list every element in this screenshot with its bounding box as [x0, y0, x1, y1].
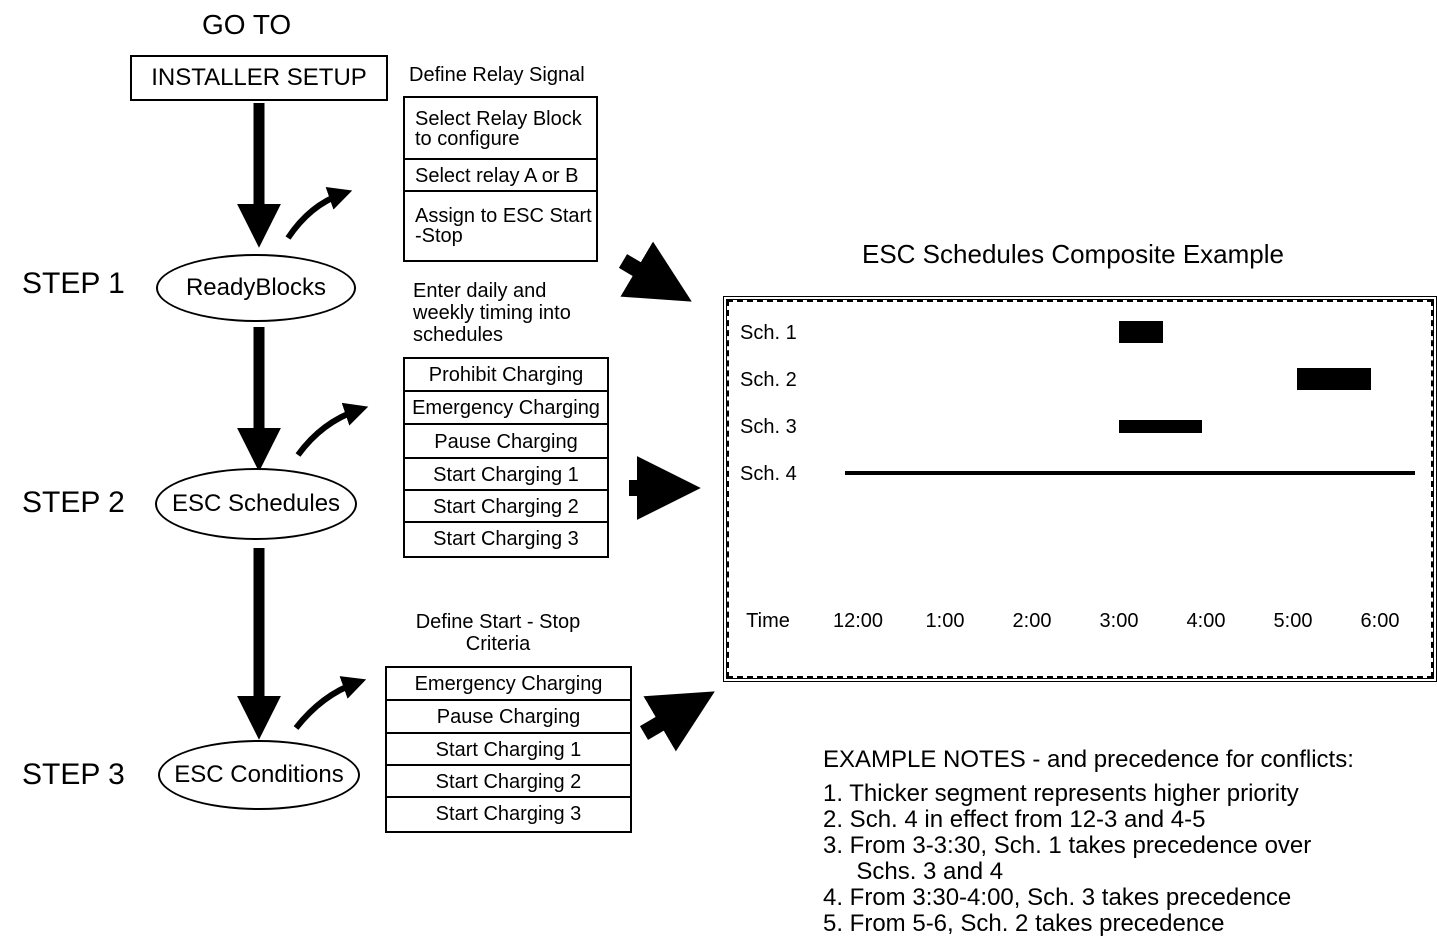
- schedules-heading: Enter daily and weekly timing into sched…: [413, 280, 571, 346]
- node-esc-schedules: ESC Schedules: [155, 468, 357, 540]
- step-2-label: STEP 2: [22, 486, 125, 519]
- schedule-item: Prohibit Charging: [428, 364, 584, 386]
- x-tick-label: 1:00: [925, 610, 965, 632]
- installer-setup-label: INSTALLER SETUP: [151, 64, 367, 91]
- node-esc-conditions-label: ESC Conditions: [174, 761, 344, 788]
- relay-item-select-block: Select Relay Block to configure: [415, 108, 582, 150]
- x-tick-label: 3:00: [1099, 610, 1139, 632]
- schedule-item: Start Charging 2: [405, 489, 607, 523]
- node-readyblocks-label: ReadyBlocks: [185, 274, 327, 301]
- criteria-list-box: Emergency Charging Pause Charging Start …: [385, 666, 632, 833]
- node-esc-conditions: ESC Conditions: [158, 740, 360, 810]
- notes-heading: EXAMPLE NOTES - and precedence for confl…: [823, 746, 1354, 773]
- x-tick-label: 5:00: [1273, 610, 1313, 632]
- chart-title: ESC Schedules Composite Example: [862, 239, 1284, 269]
- note-item: 4. From 3:30-4:00, Sch. 3 takes preceden…: [823, 884, 1292, 911]
- relay-item-assign: Assign to ESC Start -Stop: [405, 190, 596, 260]
- x-tick-label: 12:00: [832, 610, 884, 632]
- criteria-item: Start Charging 1: [387, 732, 630, 766]
- criteria-item: Pause Charging: [387, 699, 630, 734]
- goto-label: GO TO: [202, 9, 292, 40]
- chart-frame-inner: [727, 300, 1433, 678]
- row-label: Sch. 2: [740, 369, 797, 391]
- schedule-segment: [844, 471, 1415, 475]
- chart-frame: [723, 296, 1437, 682]
- installer-setup-box: INSTALLER SETUP: [130, 55, 388, 101]
- x-tick-label: 6:00: [1360, 610, 1400, 632]
- schedule-segment: [1297, 368, 1372, 390]
- relay-steps-box: Select Relay Block to configure Select r…: [403, 96, 598, 262]
- criteria-item: Emergency Charging: [414, 673, 603, 695]
- schedule-item: Emergency Charging: [405, 390, 607, 425]
- note-item: Schs. 3 and 4: [823, 858, 1004, 885]
- x-axis-label: Time: [746, 610, 790, 632]
- note-item: 5. From 5-6, Sch. 2 takes precedence: [823, 910, 1225, 937]
- relay-heading: Define Relay Signal: [409, 64, 585, 86]
- relay-item-select-relay: Select relay A or B: [405, 158, 596, 192]
- criteria-item: Start Charging 2: [387, 764, 630, 798]
- curved-arrow-step1: [285, 186, 353, 240]
- curved-arrow-step3: [293, 676, 367, 730]
- schedules-list-box: Prohibit Charging Emergency Charging Pau…: [403, 357, 609, 558]
- schedule-item: Pause Charging: [405, 423, 607, 459]
- note-item: 1. Thicker segment represents higher pri…: [823, 780, 1299, 807]
- criteria-heading: Define Start - Stop Criteria: [415, 611, 581, 655]
- curved-arrow-step2: [295, 402, 369, 457]
- x-tick-label: 2:00: [1012, 610, 1052, 632]
- arrow-relay-to-chart: [618, 241, 692, 302]
- node-esc-schedules-label: ESC Schedules: [171, 490, 341, 517]
- node-readyblocks: ReadyBlocks: [156, 254, 356, 322]
- step-1-label: STEP 1: [22, 267, 125, 300]
- row-label: Sch. 4: [740, 463, 797, 485]
- note-item: 3. From 3-3:30, Sch. 1 takes precedence …: [823, 832, 1312, 859]
- step-3-label: STEP 3: [22, 758, 125, 791]
- arrow-criteria-to-chart: [639, 691, 715, 752]
- schedule-segment: [1119, 419, 1202, 433]
- row-label: Sch. 1: [740, 322, 797, 344]
- note-item: 2. Sch. 4 in effect from 12-3 and 4-5: [823, 806, 1206, 833]
- schedule-item: Start Charging 1: [405, 457, 607, 491]
- schedule-segment: [1119, 321, 1163, 343]
- row-label: Sch. 3: [740, 416, 797, 438]
- schedule-chart: Sch. 1 Sch. 2 Sch. 3 Sch. 4 Time 12:00 1:00 2…: [723, 296, 1437, 682]
- x-tick-label: 4:00: [1186, 610, 1226, 632]
- schedule-item: Start Charging 3: [405, 521, 607, 556]
- criteria-item: Start Charging 3: [387, 796, 630, 831]
- example-notes: EXAMPLE NOTES - and precedence for confl…: [823, 747, 1354, 937]
